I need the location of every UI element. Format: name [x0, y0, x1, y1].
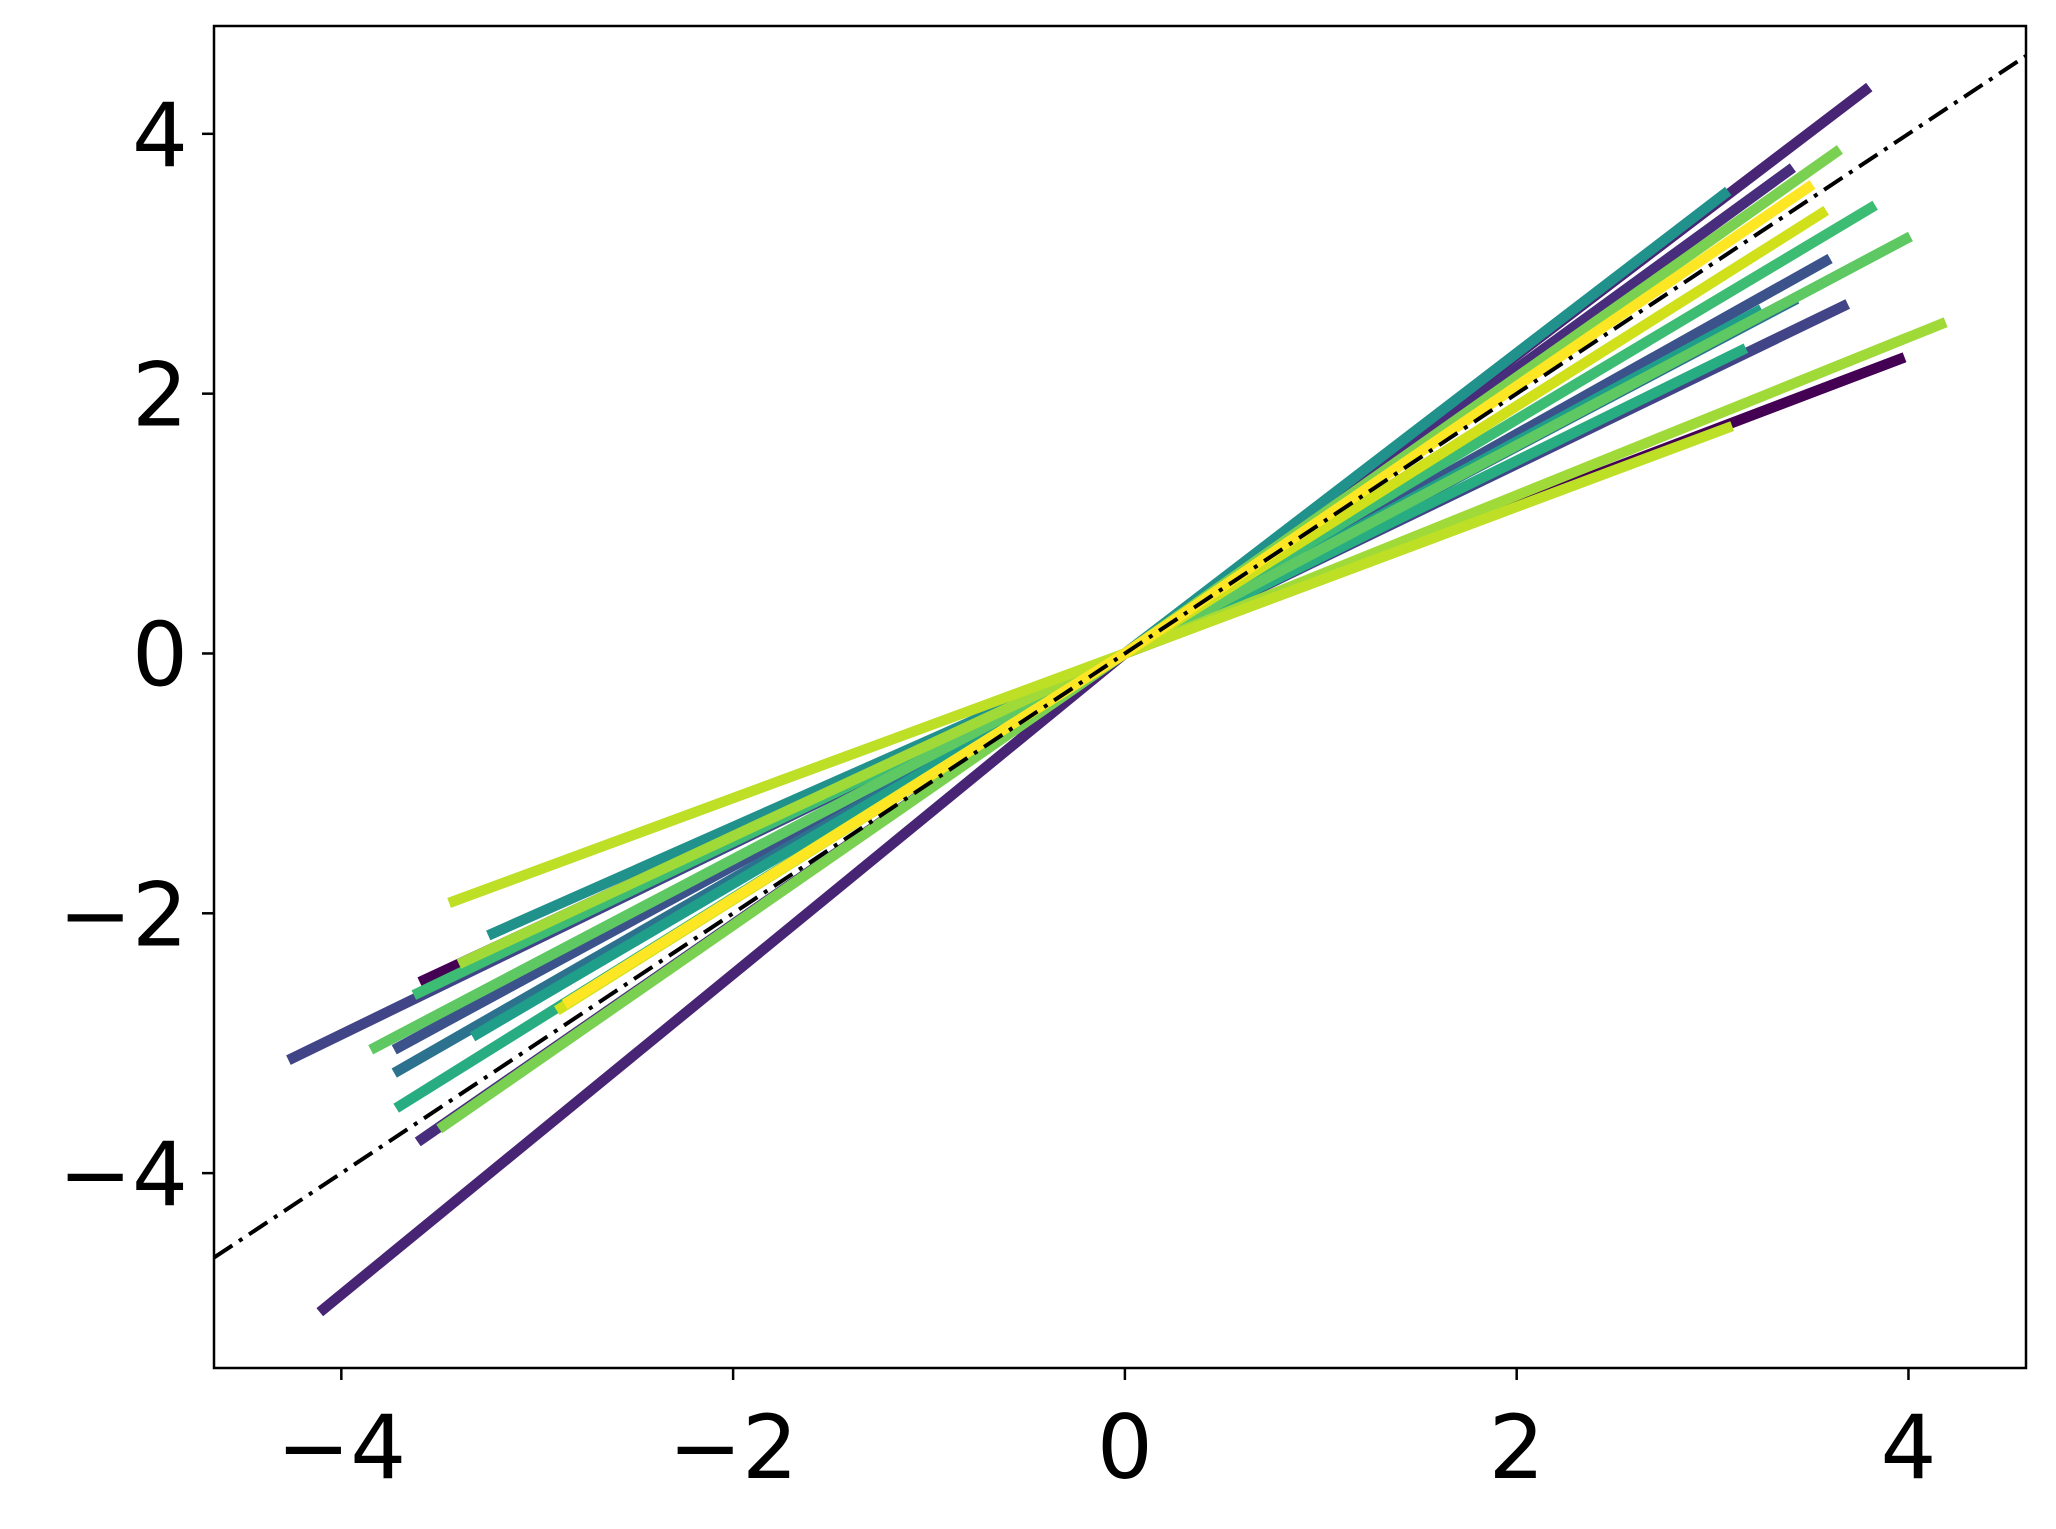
x-tick-label: −2 — [668, 1396, 798, 1499]
reference-line — [214, 54, 2026, 1260]
data-line — [316, 82, 1873, 1317]
x-tick-label: 4 — [1880, 1396, 1936, 1499]
x-tick-label: 0 — [1097, 1396, 1153, 1499]
y-tick-label: 0 — [132, 603, 188, 706]
x-tick-label: −4 — [276, 1396, 406, 1499]
data-line — [447, 421, 1735, 908]
y-tick-label: 2 — [132, 344, 188, 447]
x-tick-label: 2 — [1489, 1396, 1545, 1499]
y-tick-label: 4 — [132, 84, 188, 187]
plot-frame — [212, 24, 2028, 1370]
data-line — [561, 180, 1816, 1009]
y-tick-label: −2 — [58, 863, 188, 966]
data-line — [393, 343, 1749, 1113]
y-tick-label: −4 — [58, 1123, 188, 1226]
